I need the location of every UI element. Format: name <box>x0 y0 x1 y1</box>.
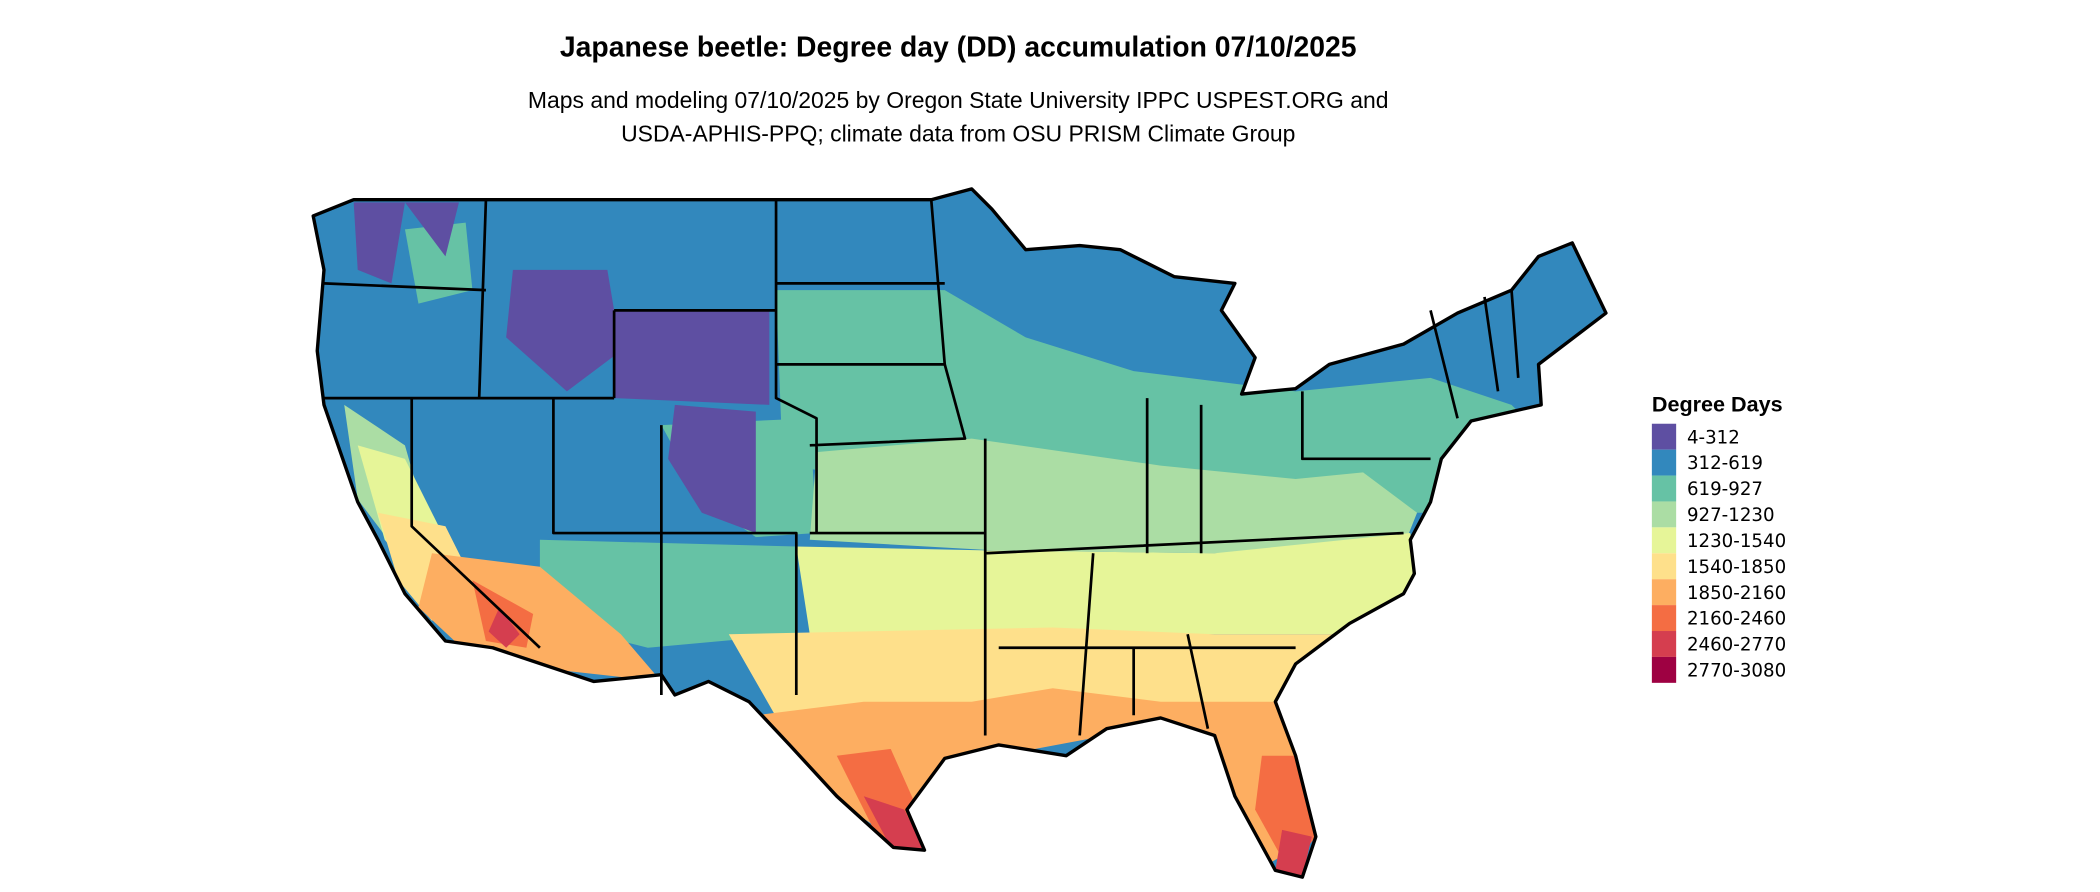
map-subtitle-line1: Maps and modeling 07/10/2025 by Oregon S… <box>528 87 1389 113</box>
zone-2460-2770-az <box>488 607 520 648</box>
zone-1230-1540 <box>796 533 1418 635</box>
legend-swatch <box>1651 501 1677 528</box>
legend-swatch <box>1651 656 1677 683</box>
legend-label: 312-619 <box>1687 453 1763 474</box>
legend-title: Degree Days <box>1652 392 1783 417</box>
legend-swatch <box>1651 449 1677 476</box>
legend: Degree Days 4-312 312-619 619-927 927-1230 1… <box>1651 392 1786 683</box>
legend-label: 4-312 <box>1687 427 1740 448</box>
legend-swatch <box>1651 423 1677 450</box>
legend-label: 2160-2460 <box>1687 609 1786 630</box>
zone-2460-2770-fl <box>1275 829 1312 878</box>
legend-label: 1540-1850 <box>1687 557 1786 578</box>
legend-label: 2770-3080 <box>1687 660 1786 681</box>
legend-label: 2460-2770 <box>1687 635 1786 656</box>
map-title: Japanese beetle: Degree day (DD) accumul… <box>560 32 1357 64</box>
zone-4-312-co <box>668 404 756 534</box>
zone-619-927-wa <box>404 222 473 304</box>
legend-swatch <box>1651 605 1677 632</box>
zone-927-1230 <box>809 438 1418 554</box>
legend-swatch <box>1651 475 1677 502</box>
zone-4-312-wa-east <box>404 202 459 257</box>
state-boundaries <box>311 187 1608 879</box>
legend-swatch <box>1651 631 1677 657</box>
legend-swatch <box>1651 527 1677 554</box>
zone-4-312-id <box>506 269 621 392</box>
legend-label: 927-1230 <box>1687 505 1775 526</box>
legend-swatch <box>1651 579 1677 606</box>
zone-4-312-wy <box>614 310 770 405</box>
zone-2460-2770-tx <box>863 796 925 851</box>
zone-4-312-wa <box>353 202 405 284</box>
legend-label: 1230-1540 <box>1687 531 1786 552</box>
legend-label: 1850-2160 <box>1687 583 1786 604</box>
legend-swatch <box>1651 553 1677 580</box>
legend-label: 619-927 <box>1687 479 1763 500</box>
map-subtitle-line2: USDA-APHIS-PPQ; climate data from OSU PR… <box>621 121 1295 147</box>
zone-1850-2160 <box>755 688 1316 864</box>
